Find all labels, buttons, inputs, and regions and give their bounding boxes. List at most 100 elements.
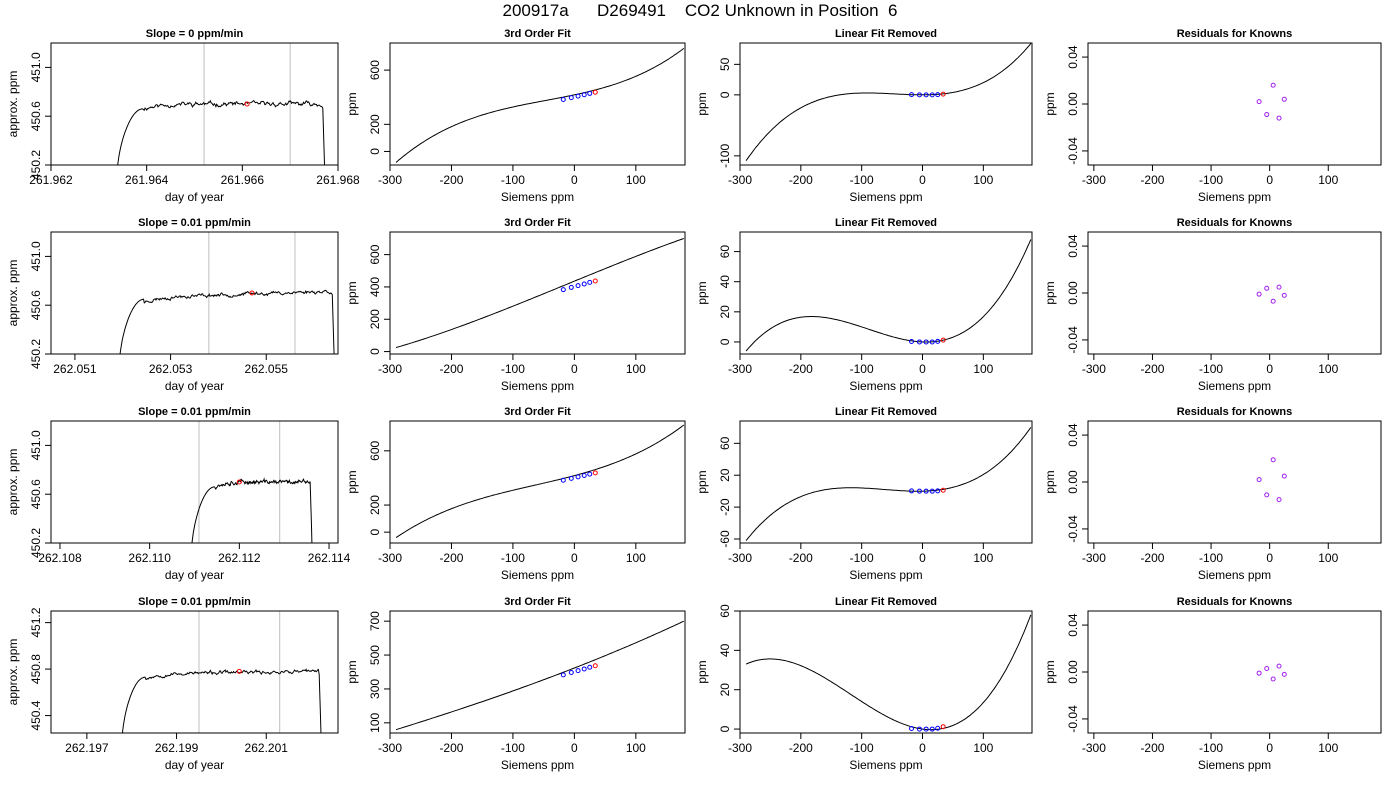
x-tick-label: -200: [1140, 551, 1164, 565]
unknown-mean-point: [236, 668, 242, 674]
plot-frame: [1087, 231, 1382, 355]
y-axis-label: ppm: [1043, 660, 1057, 683]
x-axis-label: Siemens ppm: [501, 568, 574, 582]
x-tick-label: 262.053: [149, 362, 193, 376]
x-tick-label: 0: [571, 551, 578, 565]
unknown-sample-point: [592, 278, 598, 284]
x-tick-label: 100: [626, 173, 646, 187]
x-tick-label: -200: [439, 551, 463, 565]
y-tick-label: 300: [368, 679, 382, 699]
panel-r0-c3: Residuals for Knowns Siemens ppm ppm -300 -2…: [1043, 28, 1382, 204]
x-tick-label: 0: [1266, 741, 1273, 755]
y-tick-label: 20: [718, 468, 732, 482]
residual-point: [1281, 292, 1287, 298]
y-tick-label: 60: [718, 604, 732, 618]
residual-point: [1281, 671, 1287, 677]
known-standard-point: [575, 668, 581, 674]
x-tick-label: -300: [378, 173, 402, 187]
x-tick-label: -200: [1140, 173, 1164, 187]
y-tick-label: 200: [368, 495, 382, 515]
x-tick-label: -300: [1082, 173, 1106, 187]
panel-title: Residuals for Knowns: [1177, 406, 1293, 418]
x-tick-label: 0: [919, 551, 926, 565]
known-standard-point: [935, 338, 941, 344]
y-tick-label: -0.04: [1066, 137, 1080, 165]
panel-title: 3rd Order Fit: [504, 28, 571, 40]
panel-r2-c0: Slope = 0.01 ppm/min day of year approx. p…: [6, 406, 351, 582]
x-tick-label: 100: [1318, 741, 1338, 755]
unknown-sample-point: [940, 91, 946, 97]
known-standard-point: [587, 90, 593, 96]
x-axis-label: Siemens ppm: [849, 568, 922, 582]
y-axis-label: ppm: [1043, 92, 1057, 115]
x-tick-label: -300: [728, 741, 752, 755]
x-tick-label: -100: [501, 551, 525, 565]
known-standard-point: [923, 92, 929, 98]
plot-frame: [50, 42, 339, 166]
y-tick-label: -0.04: [1066, 515, 1080, 543]
x-tick-label: 0: [1266, 173, 1273, 187]
x-axis-label: day of year: [165, 379, 224, 393]
x-tick-label: 100: [973, 173, 993, 187]
x-tick-label: -100: [1199, 173, 1223, 187]
y-axis-label: ppm: [695, 660, 709, 683]
residual-point: [1264, 285, 1270, 291]
known-standard-point: [568, 475, 574, 481]
unknown-sample-point: [940, 487, 946, 493]
residual-point: [1256, 291, 1262, 297]
y-tick-label: -60: [718, 530, 732, 548]
y-axis-label: approx. ppm: [6, 449, 20, 516]
x-tick-label: -300: [728, 173, 752, 187]
x-tick-label: 0: [571, 362, 578, 376]
plot-frame: [739, 420, 1033, 544]
x-tick-label: -300: [1082, 362, 1106, 376]
known-standard-point: [935, 488, 941, 494]
known-standard-point: [587, 279, 593, 285]
x-tick-label: 100: [1318, 362, 1338, 376]
y-axis-label: ppm: [345, 660, 359, 683]
known-standard-point: [923, 488, 929, 494]
y-tick-label: 451.0: [29, 52, 43, 82]
x-axis-label: Siemens ppm: [1198, 379, 1271, 393]
known-standard-point: [909, 725, 915, 731]
panel-title: Linear Fit Removed: [835, 28, 937, 40]
known-standard-point: [916, 488, 922, 494]
residual-point: [1264, 112, 1270, 118]
y-tick-label: 450.6: [29, 101, 43, 131]
residual-point: [1276, 663, 1282, 669]
x-tick-label: -300: [1082, 551, 1106, 565]
panel-r3-c3: Residuals for Knowns Siemens ppm ppm -300 -2…: [1043, 596, 1382, 772]
concentration-trace: [191, 477, 313, 543]
plot-frame: [739, 231, 1033, 355]
y-tick-label: 0.04: [1066, 45, 1080, 69]
y-tick-label: -20: [718, 498, 732, 516]
panel-title: Linear Fit Removed: [835, 406, 937, 418]
x-tick-label: -100: [850, 362, 874, 376]
y-tick-label: 0: [368, 528, 382, 535]
known-standard-point: [929, 488, 935, 494]
x-tick-label: -200: [789, 551, 813, 565]
y-axis-label: ppm: [345, 92, 359, 115]
known-standard-point: [909, 92, 915, 98]
y-tick-label: 450.2: [29, 339, 43, 369]
x-tick-label: 262.055: [245, 362, 289, 376]
y-tick-label: 700: [368, 611, 382, 631]
y-tick-label: 600: [368, 244, 382, 264]
known-standard-point: [560, 672, 566, 678]
x-tick-label: 261.962: [29, 173, 73, 187]
x-axis-label: day of year: [165, 190, 224, 204]
residual-point: [1256, 99, 1262, 105]
x-tick-label: 262.197: [65, 741, 109, 755]
x-tick-label: 0: [919, 362, 926, 376]
y-axis-label: approx. ppm: [6, 639, 20, 706]
plot-frame: [50, 231, 339, 355]
x-axis-label: Siemens ppm: [501, 758, 574, 772]
x-tick-label: -100: [850, 173, 874, 187]
x-tick-label: -100: [1199, 741, 1223, 755]
panel-r0-c2: Linear Fit Removed Siemens ppm ppm -300 -200…: [695, 28, 1033, 204]
x-tick-label: -300: [728, 551, 752, 565]
plot-frame: [389, 231, 686, 355]
residual-point: [1281, 473, 1287, 479]
known-standard-point: [575, 474, 581, 480]
